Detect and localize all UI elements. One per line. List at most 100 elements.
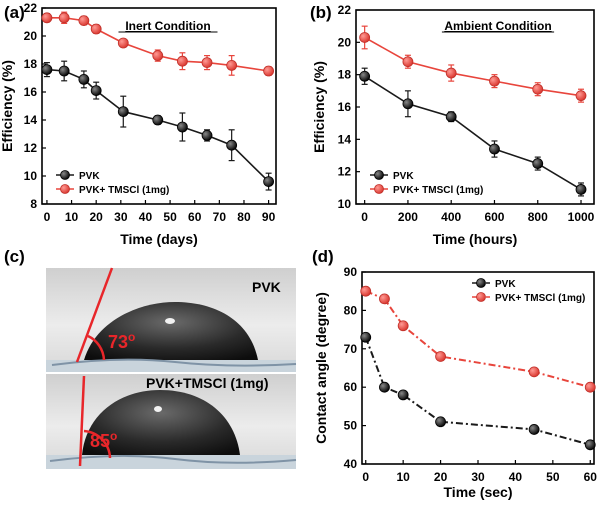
data-point	[152, 114, 164, 126]
tangent-line-pvk-tmscl	[78, 375, 86, 467]
data-point	[90, 23, 102, 35]
tangent-line-pvk	[75, 267, 114, 363]
data-point	[58, 65, 70, 77]
x-tick-label: 40	[509, 470, 523, 484]
x-tick-label: 1000	[568, 210, 595, 224]
data-point	[201, 129, 213, 141]
legend-label: PVK+ TMSCl (1mg)	[393, 185, 483, 196]
data-point	[532, 83, 544, 95]
data-point	[584, 381, 596, 393]
data-point	[263, 65, 275, 77]
y-tick-label: 18	[338, 68, 352, 82]
y-tick-label: 14	[24, 113, 38, 127]
y-tick-label: 8	[30, 197, 37, 211]
y-tick-label: 16	[338, 100, 352, 114]
y-tick-label: 20	[24, 29, 38, 43]
data-point	[117, 37, 129, 49]
data-point	[397, 389, 409, 401]
data-point	[402, 56, 414, 68]
y-axis-label: Contact angle (degree)	[313, 292, 329, 444]
series-line	[46, 68, 270, 183]
photo-label-pvk: PVK	[252, 279, 281, 295]
data-point	[575, 184, 587, 195]
legend-marker	[60, 170, 70, 180]
data-point	[435, 351, 446, 362]
y-tick-label: 14	[338, 132, 352, 146]
angle-value-pvk-tmscl: 85o	[90, 429, 117, 451]
x-tick-label: 600	[484, 210, 504, 224]
data-point	[532, 158, 544, 169]
data-point	[41, 12, 53, 24]
data-point	[489, 143, 500, 155]
x-tick-label: 40	[139, 210, 153, 224]
x-tick-label: 20	[434, 470, 448, 484]
x-tick-label: 90	[262, 210, 276, 224]
y-tick-label: 10	[338, 197, 352, 211]
chart-ambient-condition: 0 200 400 600 800 1000 10 12 14 16 18 20 22 Ambient C…	[311, 3, 595, 247]
data-point	[78, 74, 90, 85]
panel-b-label: (b)	[310, 3, 332, 22]
y-tick-label: 50	[344, 419, 358, 433]
legend-label: PVK	[79, 171, 100, 182]
y-tick-label: 40	[344, 457, 358, 471]
series-line	[364, 336, 591, 446]
data-point	[226, 60, 238, 71]
x-tick-label: 30	[471, 470, 485, 484]
data-point	[528, 424, 540, 435]
panel-d-label: (d)	[312, 247, 334, 266]
y-tick-label: 22	[338, 3, 352, 17]
x-axis-label: Time (days)	[120, 231, 198, 247]
y-tick-label: 18	[24, 57, 38, 71]
y-tick-label: 22	[24, 1, 38, 15]
x-tick-label: 0	[362, 470, 369, 484]
x-tick-label: 50	[546, 470, 560, 484]
x-tick-label: 10	[65, 210, 79, 224]
photo-pvk: 73o PVK	[46, 267, 297, 372]
panel-c-label: (c)	[4, 247, 25, 266]
legend-label: PVK+ TMSCl (1mg)	[79, 185, 169, 196]
y-tick-label: 16	[24, 85, 38, 99]
series-line	[364, 36, 582, 97]
y-tick-label: 12	[338, 165, 352, 179]
data-point	[201, 57, 213, 68]
plot-frame	[41, 7, 277, 205]
y-axis-label: Efficiency (%)	[311, 61, 327, 153]
x-axis-label: Time (sec)	[444, 484, 513, 500]
legend-marker	[374, 184, 384, 194]
x-tick-label: 800	[528, 210, 548, 224]
data-point	[360, 331, 372, 343]
y-tick-label: 10	[24, 169, 38, 183]
x-tick-label: 70	[213, 210, 227, 224]
y-tick-label: 60	[344, 380, 358, 394]
y-tick-label: 12	[24, 141, 38, 155]
data-point	[263, 176, 275, 188]
data-point	[445, 111, 457, 123]
data-point	[176, 55, 188, 67]
series-line	[46, 16, 269, 72]
data-point	[176, 121, 188, 133]
x-tick-label: 400	[441, 210, 461, 224]
data-point	[445, 67, 457, 79]
legend-label: PVK+ TMSCl (1mg)	[495, 293, 585, 304]
data-point	[379, 381, 390, 393]
x-tick-label: 60	[188, 210, 202, 224]
data-point	[397, 320, 409, 332]
data-point	[360, 285, 372, 297]
x-tick-label: 0	[44, 210, 51, 224]
contact-angle-photos: 73o PVK 85o PVK+TMSCl (1mg)	[46, 267, 297, 469]
data-point	[226, 139, 238, 151]
data-point	[117, 106, 129, 117]
chart-inert-condition: 0 10 20 30 40 50 60 70 80 90 8 10 12 14 16 18 20 22 Inert …	[0, 1, 277, 247]
data-point	[584, 439, 596, 451]
x-tick-label: 30	[114, 210, 128, 224]
photo-label-pvk-tmscl: PVK+TMSCl (1mg)	[146, 375, 269, 391]
x-tick-label: 20	[90, 210, 104, 224]
legend-marker	[476, 292, 486, 302]
data-point	[528, 366, 540, 378]
data-point	[575, 90, 587, 102]
legend-marker	[60, 184, 70, 194]
chart-contact-angle: 0 10 20 30 40 50 60 40 50 60 70 80 90 Time (sec) Conta…	[313, 265, 597, 500]
y-tick-label: 70	[344, 342, 358, 356]
chart-title: Inert Condition	[125, 19, 210, 33]
